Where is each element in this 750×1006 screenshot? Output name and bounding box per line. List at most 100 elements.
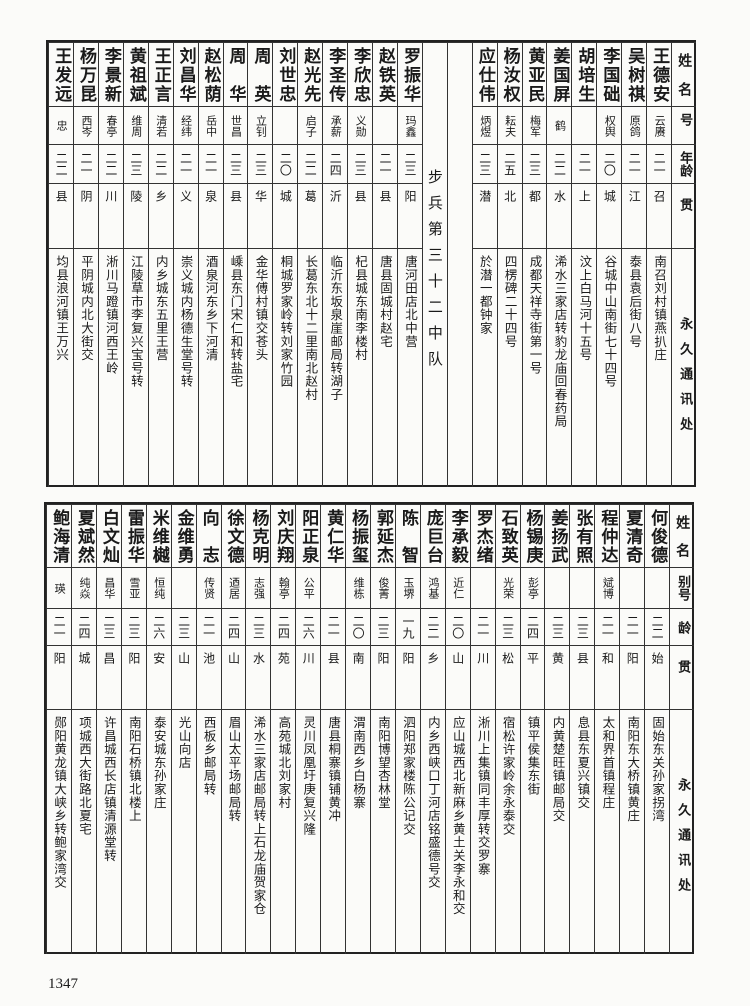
address-cell: 唐县桐寨镇铺黄冲 (320, 709, 346, 954)
name-cell-text: 杨锡庚 (522, 509, 543, 563)
name-cell: 夏清奇 (619, 504, 645, 567)
address-cell: 汶上白马河十五号 (571, 248, 597, 487)
name-cell: 胡培生 (571, 42, 597, 106)
address-cell: 嵊县东门宋仁和转盐宅 (222, 248, 248, 487)
name-cell-text: 杨克明 (248, 509, 269, 563)
age-cell-text: 二一 (577, 152, 592, 176)
header-alias-cell: 别号 (671, 106, 696, 144)
native-cell: 河南唐县 (320, 645, 346, 709)
alias-cell-text: 公平 (302, 577, 316, 599)
native-cell: 河南许昌 (95, 645, 121, 709)
roster-table-top: 姓名别号年龄籍贯永久通讯处 王德安云赓二一河南南召南召刘村镇燕扒庄 吴树祺原鸽二一江… (46, 40, 696, 487)
native-cell-text: 江西崇义 (178, 190, 193, 205)
address-cell-text: 光山向店 (176, 716, 192, 770)
native-cell-text: 浙江嵊县 (228, 190, 243, 205)
name-cell: 李景新 (97, 42, 123, 106)
native-cell: 河南南阳 (370, 645, 395, 709)
native-cell-text: 安徽太和 (600, 652, 615, 667)
address-cell: 南阳东大桥镇黄庄 (619, 709, 645, 954)
name-cell-text: 杨万昆 (75, 47, 96, 102)
native-cell: 浙江嵊县 (222, 183, 248, 248)
alias-cell-text: 世昌 (229, 114, 243, 137)
alias-cell-text: 纯焱 (77, 577, 91, 599)
age-cell-text: 二三 (126, 615, 141, 639)
age-cell-text: 二三 (128, 152, 143, 176)
age-cell: 二二 (97, 144, 123, 183)
alias-cell-text: 经纬 (179, 114, 193, 137)
age-cell: 二三 (396, 144, 422, 183)
native-cell: 湖北浠水 (546, 183, 572, 248)
name-cell-text: 徐文德 (223, 509, 244, 563)
name-cell-text: 庞巨台 (422, 509, 443, 563)
name-cell-text: 阳正泉 (298, 509, 319, 563)
header-age-cell: 年龄 (669, 608, 694, 645)
address-cell: 南阳石桥镇北楼上 (120, 709, 146, 954)
name-cell-text: 石致英 (497, 509, 518, 563)
native-cell: 河南镇平 (519, 645, 545, 709)
native-cell-text: 河南杞县 (353, 190, 368, 205)
address-cell-text: 浠水三家店邮局转上石龙庙贺家仓 (251, 716, 267, 916)
native-cell-text: 山东高苑 (276, 652, 291, 667)
name-cell-text: 罗杰绪 (472, 509, 493, 563)
address-cell: 杞县城东南李楼村 (347, 248, 373, 487)
alias-cell-text: 义勋 (354, 114, 368, 137)
native-cell-text: 河南内乡 (425, 652, 440, 667)
name-cell: 雷振华 (120, 504, 146, 567)
native-cell-text: 河南许昌 (101, 652, 116, 667)
native-cell-text: 河南镇平 (525, 652, 540, 667)
alias-cell: 岳中 (197, 106, 223, 144)
header-alias-cell: 别号 (669, 567, 694, 608)
native-cell: 广西灵川 (295, 645, 321, 709)
name-cell: 阳正泉 (295, 504, 321, 567)
age-cell: 二二 (48, 144, 73, 183)
age-cell: 二一 (46, 608, 71, 645)
age-cell: 二三 (120, 608, 146, 645)
age-cell-text: 二三 (253, 152, 268, 176)
age-cell: 二二 (546, 144, 572, 183)
header-alias-cell-text: 别号 (675, 575, 691, 601)
alias-cell: 纯焱 (70, 567, 96, 608)
age-cell-text: 二四 (525, 615, 540, 639)
header-age-cell-text: 年龄 (675, 620, 691, 634)
header-alias-cell-text: 别号 (677, 113, 693, 126)
address-cell: 宿松许家岭余永泰交 (494, 709, 520, 954)
age-cell-text: 二三 (176, 615, 191, 639)
address-cell-text: 酒泉河东乡下河清 (203, 255, 219, 362)
native-cell-text: 河南唐县 (326, 652, 341, 667)
address-cell: 项城西大街路北夏宅 (70, 709, 96, 954)
age-cell-text: 二一 (52, 615, 67, 639)
native-cell-text: 河南光山 (176, 652, 191, 667)
age-cell-text: 二〇 (351, 615, 366, 639)
native-cell: 浙江於潜 (471, 183, 497, 248)
native-cell-text: 四川成都 (527, 190, 542, 205)
name-cell-text: 赵松荫 (200, 47, 221, 102)
address-cell: 淅川上集镇同丰厚转交罗寨 (469, 709, 495, 954)
native-cell-text: 湖北谷城 (602, 190, 617, 205)
alias-cell-text: 近仁 (451, 577, 465, 599)
alias-cell-text: 忠 (55, 120, 69, 131)
name-cell-text: 王正言 (150, 47, 171, 102)
header-native-cell: 籍贯 (671, 183, 696, 248)
native-cell: 河南项城 (70, 645, 96, 709)
alias-cell: 志强 (245, 567, 271, 608)
alias-cell: 斌博 (594, 567, 620, 608)
native-cell: 陕西渭南 (345, 645, 371, 709)
age-cell-text: 二五 (502, 152, 517, 176)
native-cell-text: 河北唐县 (378, 190, 393, 205)
address-cell-text: 内乡西峡口丁河店铭盛德号交 (425, 716, 441, 889)
age-cell-text: 二二 (103, 152, 118, 176)
native-cell-text: 河南南阳 (402, 190, 417, 205)
name-cell-text: 黄亚民 (524, 47, 545, 102)
age-cell-text: 二一 (203, 152, 218, 176)
age-cell-text: 二四 (328, 152, 343, 176)
name-cell-text: 赵光先 (300, 47, 321, 102)
address-cell-text: 淅川上集镇同丰厚转交罗寨 (475, 716, 491, 876)
address-cell: 内乡西峡口丁河店铭盛德号交 (419, 709, 445, 954)
header-address-cell-text: 永久通讯处 (675, 778, 691, 903)
age-cell: 二一 (619, 608, 645, 645)
name-cell-text: 应仕伟 (474, 47, 495, 102)
address-cell: 太和界首镇程庄 (594, 709, 620, 954)
age-cell: 二四 (270, 608, 296, 645)
address-cell: 金华傅村镇交苍头 (247, 248, 273, 487)
address-cell-text: 唐县桐寨镇铺黄冲 (326, 716, 342, 823)
